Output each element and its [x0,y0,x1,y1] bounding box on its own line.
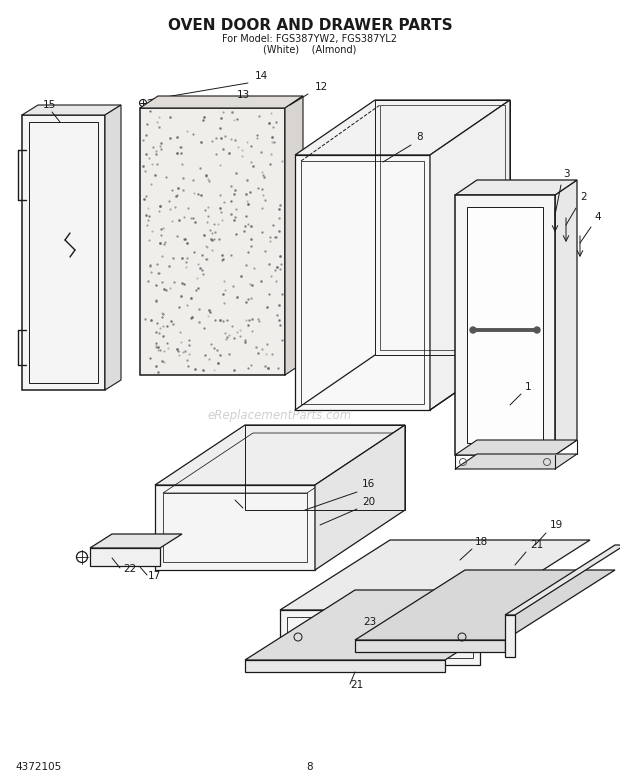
Text: 22: 22 [123,564,136,574]
Text: OVEN DOOR AND DRAWER PARTS: OVEN DOOR AND DRAWER PARTS [167,18,453,33]
Circle shape [534,327,540,333]
Text: 3: 3 [563,169,570,179]
Polygon shape [315,425,405,570]
Text: 20: 20 [362,497,375,507]
Polygon shape [105,105,121,390]
Polygon shape [555,180,577,455]
Text: 8: 8 [307,762,313,772]
Text: 12: 12 [315,82,328,92]
Polygon shape [140,108,285,375]
Polygon shape [245,590,555,660]
Polygon shape [295,100,510,155]
Text: 16: 16 [362,479,375,489]
Polygon shape [467,207,543,443]
Text: 18: 18 [475,537,489,547]
Polygon shape [455,180,577,195]
Polygon shape [22,105,121,115]
Polygon shape [155,425,405,485]
Polygon shape [285,96,303,375]
Polygon shape [280,540,590,610]
Text: 4: 4 [594,212,601,222]
Text: 2: 2 [580,192,587,202]
Text: 1: 1 [525,382,531,392]
Text: 14: 14 [255,71,268,81]
Text: 21: 21 [350,680,363,690]
Polygon shape [355,640,505,652]
Text: 13: 13 [237,90,250,100]
Polygon shape [90,548,160,566]
Text: 19: 19 [550,520,563,530]
Text: 23: 23 [363,617,376,627]
Polygon shape [430,100,510,410]
Polygon shape [90,534,182,548]
Polygon shape [455,454,577,469]
Polygon shape [505,615,515,657]
Circle shape [470,327,476,333]
Polygon shape [505,545,620,615]
Text: 17: 17 [148,571,161,581]
Text: 21: 21 [530,540,543,550]
Text: 4372105: 4372105 [15,762,61,772]
Polygon shape [455,195,555,455]
Text: For Model: FGS387YW2, FGS387YL2: For Model: FGS387YW2, FGS387YL2 [223,34,397,44]
Text: 15: 15 [43,100,56,110]
Polygon shape [245,660,445,672]
Polygon shape [155,485,315,570]
Polygon shape [280,610,480,665]
Polygon shape [355,570,615,640]
Polygon shape [140,96,303,108]
Text: eReplacementParts.com: eReplacementParts.com [208,408,352,421]
Polygon shape [455,440,577,455]
Text: 8: 8 [416,132,423,142]
Polygon shape [295,155,430,410]
Text: (White)    (Almond): (White) (Almond) [264,45,356,55]
Polygon shape [22,115,105,390]
